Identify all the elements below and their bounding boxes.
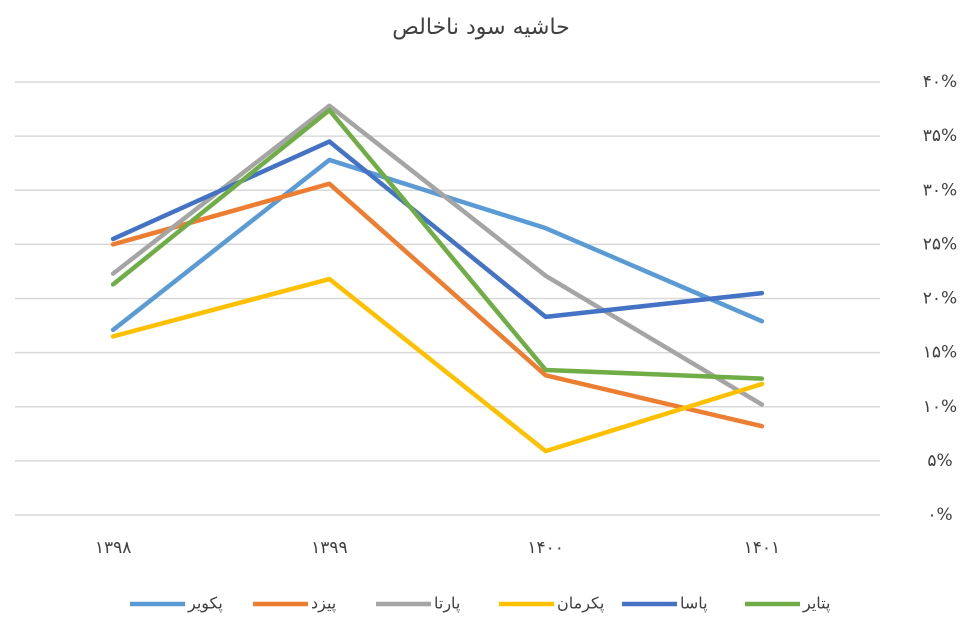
series-line: [110, 157, 765, 333]
y-tick-label: ۳۰%: [923, 180, 957, 200]
legend-label: پتایر: [802, 594, 830, 614]
y-tick-label: ۱۰%: [923, 397, 957, 417]
x-tick-label: ۱۳۹۸: [95, 538, 132, 558]
legend-label: پارتا: [434, 594, 460, 614]
y-tick-label: ۰%: [927, 505, 952, 525]
legend-label: پکرمان: [557, 594, 604, 614]
y-tick-label: ۳۵%: [923, 126, 957, 146]
y-tick-label: ۱۵%: [923, 343, 957, 363]
legend-label: پکویر: [187, 594, 223, 614]
series-line: [110, 107, 765, 381]
series-line: [110, 181, 765, 429]
x-tick-label: ۱۳۹۹: [311, 538, 348, 558]
x-tick-label: ۱۴۰۱: [744, 538, 781, 558]
series-line: [110, 139, 765, 320]
series-line: [110, 276, 765, 454]
y-tick-label: ۵%: [927, 451, 952, 471]
legend-label: پیزد: [311, 594, 336, 614]
y-tick-label: ۲۰%: [923, 289, 957, 309]
x-tick-label: ۱۴۰۰: [527, 538, 564, 558]
y-tick-label: ۲۵%: [923, 234, 957, 254]
legend-label: پاسا: [680, 594, 708, 614]
chart-title: حاشیه سود ناخالص: [392, 15, 570, 40]
y-tick-label: ۴۰%: [923, 72, 957, 92]
